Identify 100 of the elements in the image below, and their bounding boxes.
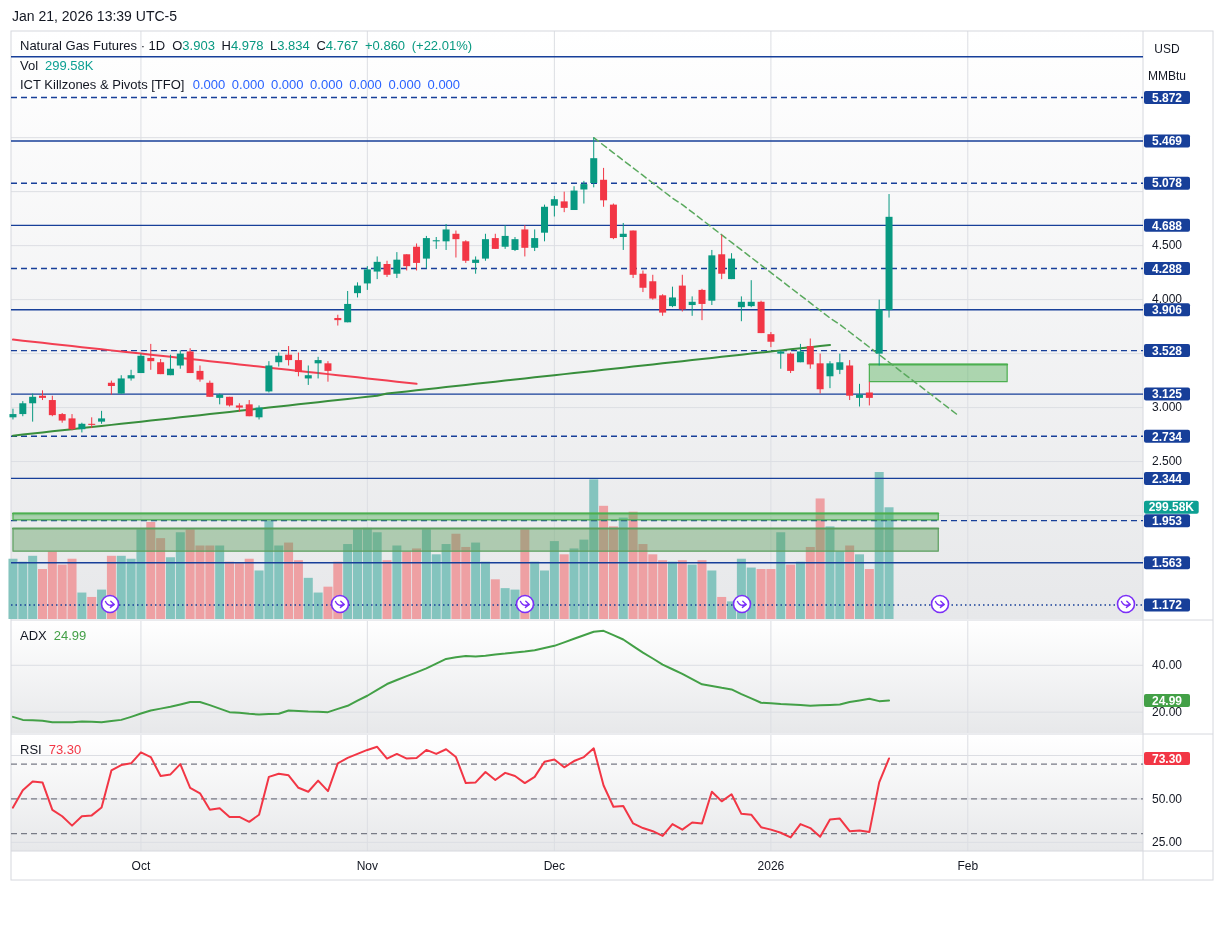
bar (795, 561, 805, 619)
bar (559, 554, 569, 619)
bar (215, 545, 225, 619)
candlestick (373, 255, 381, 280)
candlestick (688, 295, 696, 317)
bar (776, 532, 786, 619)
bar (77, 592, 87, 619)
candlestick (678, 274, 686, 312)
ref-line-label: 3.906 (1151, 302, 1183, 317)
line-series (11, 343, 831, 437)
chart-subtitle: 299.58K (45, 58, 94, 73)
candlestick (344, 290, 352, 323)
text: 73.30 (1151, 751, 1183, 766)
candlestick (442, 223, 450, 251)
ref-line-label: 1.172 (1151, 598, 1183, 613)
candlestick (865, 381, 873, 406)
ref-line-label: 2.344 (1151, 471, 1183, 486)
candlestick (619, 222, 627, 251)
ref-line-label: 5.469 (1151, 134, 1183, 149)
candlestick (413, 242, 421, 271)
candlestick (29, 393, 37, 423)
y-tick-label: 50.00 (1151, 791, 1183, 806)
candlestick (698, 288, 706, 321)
candlestick (728, 252, 736, 280)
bar (618, 517, 628, 619)
annotation: ICT Killzones & Pivots [TFO] (20, 77, 185, 92)
line-series (592, 136, 959, 416)
candlestick (787, 352, 795, 374)
ref-line-label: 1.953 (1151, 513, 1183, 528)
text: O3.903 H4.978 L3.834 C4.767 +0.860 (+22.01%) (172, 38, 473, 53)
line-series (11, 338, 418, 385)
bar (717, 596, 727, 619)
bar (786, 564, 796, 619)
text: Jan 21, 2026 13:39 UTC-5 (12, 8, 178, 24)
candlestick (393, 251, 401, 279)
candlestick (777, 349, 785, 370)
candlestick (639, 269, 647, 293)
candlestick (836, 353, 844, 375)
candlestick (826, 360, 834, 389)
ref-line-label: 3.125 (1151, 387, 1183, 402)
candlestick (304, 364, 312, 386)
x-tick-label: Nov (356, 858, 379, 873)
bar (87, 596, 97, 619)
candlestick (806, 338, 814, 370)
candlestick (324, 360, 332, 383)
text: 299.58K (1148, 500, 1195, 515)
candlestick (294, 352, 302, 377)
x-tick-label: 2026 (757, 858, 785, 873)
candlestick (48, 395, 56, 417)
candlestick (9, 408, 17, 420)
candlestick (452, 230, 460, 259)
candlestick (501, 224, 509, 250)
candlestick (186, 347, 194, 374)
candlestick (127, 369, 135, 382)
ref-line-label: 1.563 (1151, 555, 1183, 570)
candlestick (580, 180, 588, 205)
candlestick (718, 234, 726, 280)
ref-line-label: 5.872 (1151, 90, 1183, 105)
candlestick (422, 235, 430, 269)
text: 73.30 (48, 742, 82, 757)
x-tick-label: Oct (131, 858, 151, 873)
bar (707, 570, 717, 619)
bar (687, 564, 697, 619)
ref-line-label: 4.688 (1151, 218, 1183, 233)
candlestick (600, 167, 608, 208)
y-tick-label: 2.500 (1151, 454, 1183, 469)
candlestick (550, 195, 558, 217)
candlestick (747, 279, 755, 308)
ref-line-label: 2.734 (1151, 429, 1183, 444)
y-axis-title: USD MMBtu (1147, 42, 1187, 84)
candlestick (462, 239, 470, 264)
bar (392, 545, 402, 619)
candlestick (285, 345, 293, 366)
candlestick (176, 349, 184, 370)
candlestick (314, 356, 322, 379)
ref-line-label: 3.528 (1151, 343, 1183, 358)
x-tick-label: Dec (543, 858, 566, 873)
text: ADX (20, 628, 48, 643)
chart-title: Vol (20, 58, 39, 73)
text: Natural Gas Futures · 1D (20, 38, 166, 53)
y-tick-label: 3.000 (1151, 400, 1183, 415)
bar (677, 560, 687, 619)
candlestick (767, 331, 775, 348)
annotation: 0.000 0.000 0.000 0.000 0.000 0.000 0.000 (192, 77, 461, 92)
y-tick-label: 4.500 (1151, 238, 1183, 253)
bar (490, 579, 500, 619)
text: RSI (20, 742, 42, 757)
candlestick (659, 293, 667, 317)
bar (697, 560, 707, 619)
candlestick (649, 274, 657, 301)
candlestick (531, 228, 539, 252)
candlestick (117, 374, 125, 395)
candlestick (363, 265, 371, 291)
bar (667, 561, 677, 619)
candlestick (521, 224, 529, 257)
y-tick-label: 40.00 (1151, 658, 1183, 673)
candlestick (481, 233, 489, 262)
candlestick (560, 191, 568, 213)
candlestick (147, 343, 155, 371)
y-tick-label: 25.00 (1151, 835, 1183, 850)
